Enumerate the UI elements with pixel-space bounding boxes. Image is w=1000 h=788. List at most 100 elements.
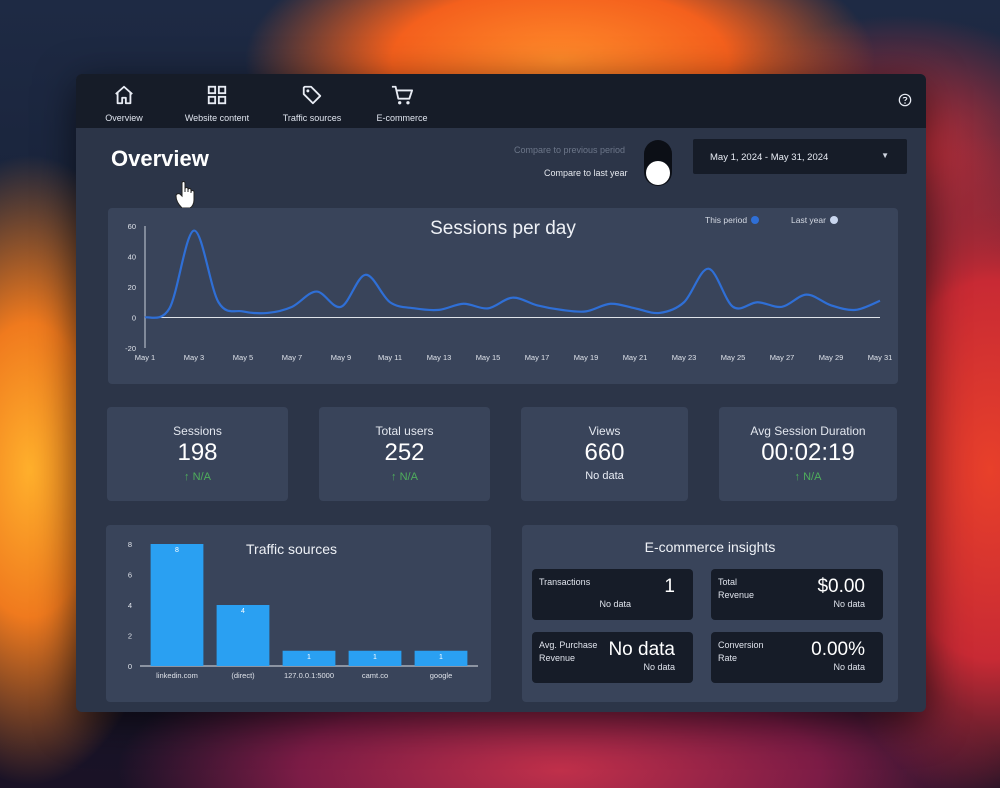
- legend-label: This period: [705, 215, 748, 225]
- x-tick-label: May 13: [427, 353, 452, 362]
- cart-icon: [391, 85, 413, 105]
- kpi-value: 198: [177, 439, 218, 466]
- compare-last-year-label: Compare to last year: [544, 168, 628, 178]
- help-button[interactable]: [898, 93, 912, 112]
- kpi-label: Views: [588, 424, 621, 438]
- kpi-avg-session-duration: Avg Session Duration 00:02:19 ↑ N/A: [719, 407, 897, 501]
- bar: [348, 650, 402, 666]
- kpi-change: No data: [585, 470, 624, 482]
- x-tick-label: May 31: [868, 353, 893, 362]
- kpi-label: Total users: [375, 424, 434, 438]
- metric-label: Conversion Rate: [718, 640, 764, 663]
- metric-value: $0.00: [817, 576, 865, 597]
- conversion-rate-card: Conversion Rate 0.00% No data: [711, 632, 883, 683]
- top-nav: Overview Website content Traffic sources: [76, 74, 926, 128]
- metric-value: 1: [664, 576, 675, 597]
- x-tick-label: May 9: [331, 353, 351, 362]
- kpi-change: ↑ N/A: [184, 471, 211, 483]
- metric-sub: No data: [833, 599, 865, 609]
- y-tick-label: -20: [125, 344, 136, 353]
- compare-toggle[interactable]: [644, 140, 672, 186]
- dashboard-window: Overview Website content Traffic sources: [76, 74, 926, 712]
- sessions-chart-title: Sessions per day: [430, 218, 576, 239]
- bar-value-label: 1: [373, 654, 377, 661]
- x-tick-label: May 29: [819, 353, 844, 362]
- y-tick-label: 0: [132, 314, 136, 323]
- x-tick-label: May 11: [378, 353, 402, 362]
- dropdown-caret-icon: ▼: [881, 151, 889, 160]
- x-tick-label: google: [430, 671, 453, 680]
- x-tick-label: May 23: [672, 353, 697, 362]
- traffic-chart-title: Traffic sources: [246, 541, 338, 557]
- traffic-bar-chart: 8 6 4 2 0 8 linkedin.com 4 (direct) 1 127.0.0.1:50…: [128, 540, 478, 680]
- y-tick-label: 8: [128, 540, 132, 549]
- y-tick-label: 20: [128, 283, 136, 292]
- kpi-label: Avg Session Duration: [750, 424, 866, 438]
- bar-value-label: 1: [307, 654, 311, 661]
- metric-label: Avg. Purchase Revenue: [539, 640, 598, 663]
- x-tick-label: May 5: [233, 353, 253, 362]
- nav-label: E-commerce: [376, 113, 428, 123]
- page-title: Overview: [111, 146, 209, 171]
- x-tick-label: May 3: [184, 353, 204, 362]
- transactions-card: Transactions 1 No data: [532, 569, 693, 620]
- kpi-views: Views 660 No data: [521, 407, 688, 501]
- y-tick-label: 2: [128, 632, 132, 641]
- series-line-this-period: [144, 229, 881, 319]
- bar: [282, 650, 336, 666]
- legend-this-period: This period: [705, 215, 760, 225]
- y-tick-label: 0: [128, 662, 132, 671]
- y-tick-label: 60: [128, 222, 136, 231]
- x-tick-label: May 25: [721, 353, 746, 362]
- kpi-value: 660: [584, 439, 625, 466]
- compare-previous-label: Compare to previous period: [514, 145, 626, 155]
- kpi-value: 00:02:19: [761, 439, 855, 466]
- x-tick-label: May 17: [525, 353, 550, 362]
- nav-e-commerce[interactable]: E-commerce: [370, 80, 434, 124]
- x-tick-label: May 15: [476, 353, 501, 362]
- legend-swatch: [751, 216, 760, 224]
- y-tick-label: 6: [128, 571, 132, 580]
- x-tick-label: camt.co: [362, 671, 388, 680]
- home-icon: [115, 85, 133, 105]
- date-range-selector[interactable]: May 1, 2024 - May 31, 2024 ▼: [693, 139, 907, 174]
- x-tick-label: May 27: [770, 353, 795, 362]
- kpi-change: ↑ N/A: [794, 471, 822, 483]
- help-icon: [898, 93, 912, 107]
- sessions-chart-card: Sessions per day This period Last year 6…: [108, 208, 898, 384]
- nav-traffic-sources[interactable]: Traffic sources: [276, 80, 348, 124]
- bar: [414, 650, 468, 666]
- metric-label: Transactions: [539, 577, 591, 587]
- x-tick-label: 127.0.0.1:5000: [284, 671, 334, 680]
- kpi-sessions: Sessions 198 ↑ N/A: [107, 407, 288, 501]
- tag-icon: [302, 85, 322, 105]
- grid-icon: [207, 85, 227, 105]
- nav-overview[interactable]: Overview: [94, 80, 154, 124]
- bar-value-label: 4: [241, 608, 245, 615]
- nav-label: Overview: [105, 113, 143, 123]
- metric-value: No data: [608, 639, 675, 660]
- legend-swatch: [829, 216, 838, 224]
- x-tick-label: linkedin.com: [156, 671, 198, 680]
- x-tick-label: May 7: [282, 353, 302, 362]
- ecommerce-insights-card: E-commerce insights Transactions 1 No da…: [522, 525, 898, 702]
- traffic-sources-card: Traffic sources 8 6 4 2 0 8 linkedin.com 4 (dire…: [106, 525, 491, 702]
- kpi-label: Sessions: [173, 424, 222, 438]
- nav-website-content[interactable]: Website content: [176, 80, 258, 124]
- nav-label: Website content: [184, 113, 250, 123]
- legend-last-year: Last year: [791, 215, 838, 225]
- x-tick-label: (direct): [231, 671, 255, 680]
- ecommerce-title: E-commerce insights: [644, 539, 776, 555]
- metric-sub: No data: [643, 662, 675, 672]
- legend-label: Last year: [791, 215, 826, 225]
- kpi-change: ↑ N/A: [391, 471, 418, 483]
- bar-value-label: 8: [175, 547, 179, 554]
- bar-value-label: 1: [439, 654, 443, 661]
- hand-cursor-icon: [175, 181, 195, 209]
- bar: [150, 544, 204, 666]
- metric-label: Total Revenue: [718, 577, 755, 600]
- nav-label: Traffic sources: [282, 113, 342, 123]
- metric-sub: No data: [833, 662, 865, 672]
- total-revenue-card: Total Revenue $0.00 No data: [711, 569, 883, 620]
